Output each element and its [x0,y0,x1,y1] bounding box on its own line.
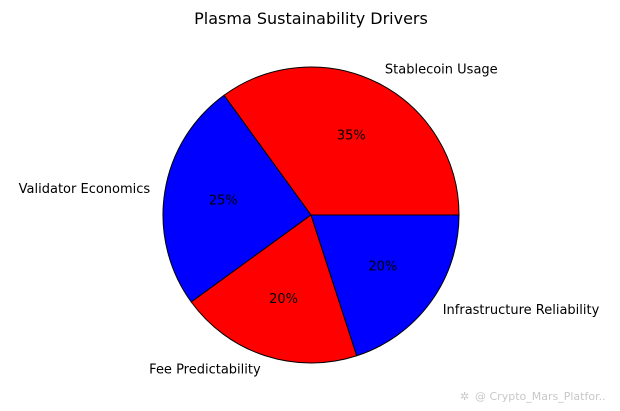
sparkle-icon: ✲ [460,390,469,403]
slice-percent-stablecoin-usage: 35% [337,128,366,143]
pie-slice-validator-economics [162,94,312,303]
slice-label-fee-predictability: Fee Predictability [149,362,261,377]
pie-labels: Stablecoin Usage 35% Validator Economics 25… [19,62,600,377]
slice-percent-fee-predictability: 20% [269,292,298,307]
pie-slice-fee-predictability [190,214,358,364]
pie-slice-stablecoin-usage [223,66,460,216]
watermark: ✲ @ Crypto_Mars_Platfor.. [460,390,606,403]
slice-label-stablecoin-usage: Stablecoin Usage [385,62,498,77]
slice-percent-infrastructure-reliability: 20% [368,260,397,275]
pie-slice-infrastructure-reliability [310,214,460,357]
slice-label-validator-economics: Validator Economics [19,182,151,197]
slice-percent-validator-economics: 25% [209,194,238,209]
pie-slices [162,66,460,364]
watermark-text: @ Crypto_Mars_Platfor.. [475,390,606,403]
chart-title: Plasma Sustainability Drivers [194,9,428,28]
slice-label-infrastructure-reliability: Infrastructure Reliability [443,303,600,318]
